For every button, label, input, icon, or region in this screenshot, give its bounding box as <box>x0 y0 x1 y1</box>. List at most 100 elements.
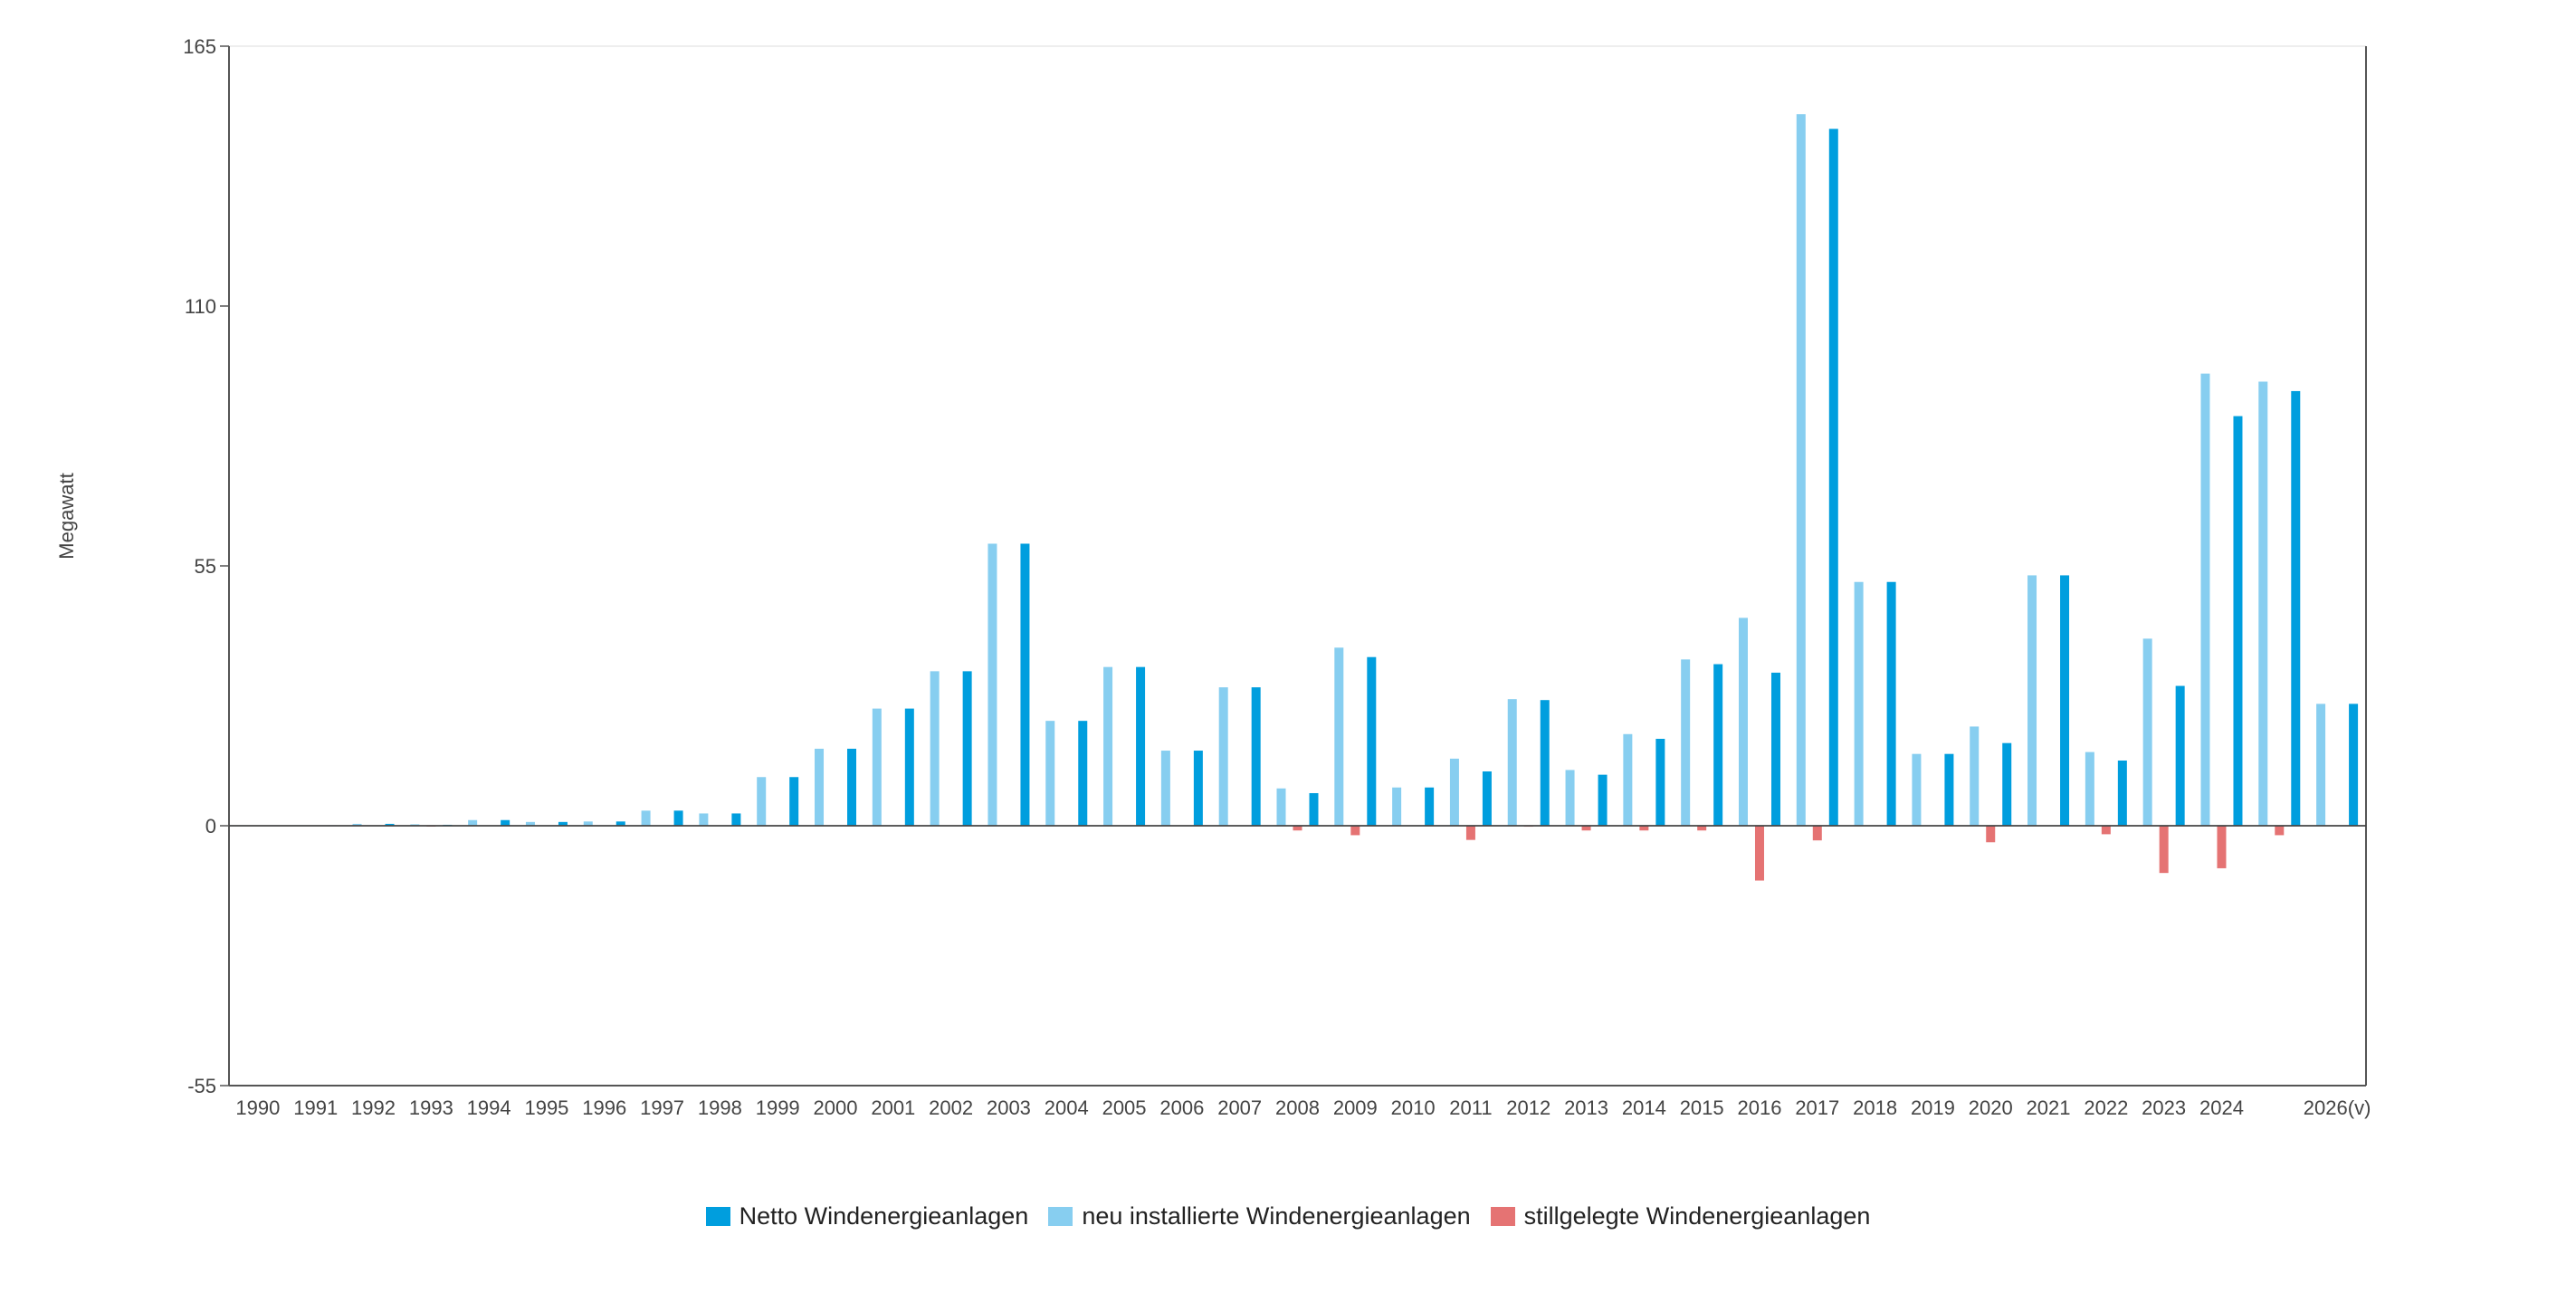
bar-neu-1995[interactable] <box>525 821 535 826</box>
x-tick-label: 2010 <box>1391 1096 1436 1119</box>
bar-stillgelegt-2013[interactable] <box>1581 826 1591 831</box>
bar-neu-2017[interactable] <box>1796 114 1806 826</box>
bar-netto-2008[interactable] <box>1309 792 1319 826</box>
bar-stillgelegt-2016[interactable] <box>1754 826 1764 881</box>
bar-netto-1997[interactable] <box>673 810 683 826</box>
bar-netto-2000[interactable] <box>847 748 857 826</box>
bar-stillgelegt-2015[interactable] <box>1697 826 1707 831</box>
bar-neu-2021[interactable] <box>2027 575 2037 826</box>
bar-netto-1999[interactable] <box>789 777 799 826</box>
bar-neu-1997[interactable] <box>641 810 651 826</box>
bar-neu-2018[interactable] <box>1854 581 1864 826</box>
bar-netto-2012[interactable] <box>1540 700 1550 826</box>
bar-stillgelegt-2008[interactable] <box>1293 826 1302 831</box>
bar-neu-2024[interactable] <box>2200 373 2210 826</box>
bar-netto-2003[interactable] <box>1020 543 1030 826</box>
bar-netto-2006[interactable] <box>1193 751 1203 826</box>
bar-neu-1999[interactable] <box>757 777 767 826</box>
bar-neu-2007[interactable] <box>1218 687 1228 826</box>
bar-neu-2001[interactable] <box>872 708 882 826</box>
x-tick-label: 2000 <box>814 1096 858 1119</box>
bar-netto-2013[interactable] <box>1598 774 1608 826</box>
bar-netto-2004[interactable] <box>1078 721 1088 826</box>
bar-neu-2019[interactable] <box>1912 753 1922 826</box>
bars-layer <box>236 114 2359 881</box>
bar-stillgelegt-2011[interactable] <box>1465 826 1475 840</box>
bar-netto-2016[interactable] <box>1770 672 1780 826</box>
bar-netto-1998[interactable] <box>731 813 741 826</box>
legend-item-neu-installiert[interactable]: neu installierte Windenergieanlagen <box>1048 1202 1471 1230</box>
bar-stillgelegt-2009[interactable] <box>1350 826 1360 836</box>
x-tick-label: 1999 <box>756 1096 800 1119</box>
bar-stillgelegt-2014[interactable] <box>1639 826 1649 831</box>
bar-neu-1992[interactable] <box>352 823 362 826</box>
bar-netto-2024[interactable] <box>2233 416 2243 826</box>
legend-item-stillgelegt[interactable]: stillgelegte Windenergieanlagen <box>1490 1201 1871 1230</box>
bar-neu-2000[interactable] <box>815 748 825 826</box>
legend-swatch-stillgelegt <box>1490 1206 1515 1226</box>
bar-netto-2015[interactable] <box>1713 664 1723 826</box>
x-tick-label: 2024 <box>2199 1096 2244 1119</box>
bar-netto-2005[interactable] <box>1136 666 1146 826</box>
bar-netto-2018[interactable] <box>1886 581 1896 826</box>
bar-neu-2005[interactable] <box>1103 666 1113 826</box>
bar-neu-2006[interactable] <box>1160 751 1170 826</box>
x-tick-label: 2003 <box>987 1096 1031 1119</box>
x-tick-label: 1998 <box>698 1096 742 1119</box>
bar-netto-2025[interactable] <box>2291 390 2301 826</box>
bar-netto-2001[interactable] <box>904 708 914 826</box>
bar-netto-2026(v)[interactable] <box>2349 704 2359 826</box>
x-tick-label: 2011 <box>1449 1096 1492 1119</box>
bar-neu-2004[interactable] <box>1045 721 1055 826</box>
bar-stillgelegt-2020[interactable] <box>1986 826 1996 843</box>
bar-neu-2026(v)[interactable] <box>2316 704 2326 826</box>
bar-netto-2009[interactable] <box>1367 656 1377 826</box>
legend-label-netto: Netto Windenergieanlagen <box>739 1201 1029 1230</box>
bar-netto-2017[interactable] <box>1828 129 1838 826</box>
bar-neu-2016[interactable] <box>1738 617 1748 826</box>
bar-netto-1994[interactable] <box>501 819 510 826</box>
bar-neu-1998[interactable] <box>699 813 709 826</box>
bar-neu-2011[interactable] <box>1449 758 1459 826</box>
bar-stillgelegt-2022[interactable] <box>2101 826 2111 835</box>
bar-neu-2012[interactable] <box>1507 699 1517 826</box>
bar-stillgelegt-2017[interactable] <box>1812 826 1822 841</box>
bar-neu-2009[interactable] <box>1334 647 1344 826</box>
bar-neu-2008[interactable] <box>1276 788 1286 826</box>
bar-netto-2007[interactable] <box>1251 687 1261 826</box>
bar-neu-2015[interactable] <box>1681 659 1691 826</box>
bar-netto-2002[interactable] <box>962 671 972 826</box>
x-tick-label: 2015 <box>1680 1096 1724 1119</box>
bar-stillgelegt-2025[interactable] <box>2275 826 2285 836</box>
bar-stillgelegt-2024[interactable] <box>2217 826 2227 868</box>
bar-neu-2023[interactable] <box>2142 638 2152 826</box>
bar-netto-2021[interactable] <box>2060 575 2070 826</box>
bar-neu-1996[interactable] <box>583 821 593 826</box>
bar-neu-2010[interactable] <box>1392 787 1402 826</box>
bar-neu-2002[interactable] <box>930 671 940 826</box>
bar-netto-2010[interactable] <box>1425 787 1435 826</box>
bar-netto-2023[interactable] <box>2175 685 2185 826</box>
bar-netto-2019[interactable] <box>1944 753 1954 826</box>
y-axis-title: Megawatt <box>55 473 78 559</box>
bar-neu-2003[interactable] <box>987 543 997 826</box>
legend-item-netto[interactable]: Netto Windenergieanlagen <box>705 1201 1029 1230</box>
bar-neu-2014[interactable] <box>1623 733 1633 826</box>
bar-neu-2022[interactable] <box>2085 752 2094 826</box>
x-tick-label: 2007 <box>1217 1096 1262 1119</box>
bar-stillgelegt-2023[interactable] <box>2159 826 2169 874</box>
bar-netto-2014[interactable] <box>1655 738 1665 826</box>
bar-neu-1994[interactable] <box>468 819 478 826</box>
legend-label-stillgelegt: stillgelegte Windenergieanlagen <box>1523 1201 1871 1230</box>
bar-netto-1996[interactable] <box>615 821 625 826</box>
bar-neu-2025[interactable] <box>2258 381 2268 826</box>
x-tick-label: 2023 <box>2142 1096 2186 1119</box>
bar-netto-1995[interactable] <box>558 821 568 826</box>
bar-netto-2020[interactable] <box>2002 742 2012 826</box>
bar-neu-2013[interactable] <box>1565 770 1575 826</box>
bar-netto-1992[interactable] <box>385 823 395 826</box>
bar-netto-2022[interactable] <box>2117 760 2127 826</box>
bar-netto-2011[interactable] <box>1482 771 1492 826</box>
x-tick-label: 2018 <box>1853 1096 1897 1119</box>
bar-neu-2020[interactable] <box>1970 726 1980 826</box>
